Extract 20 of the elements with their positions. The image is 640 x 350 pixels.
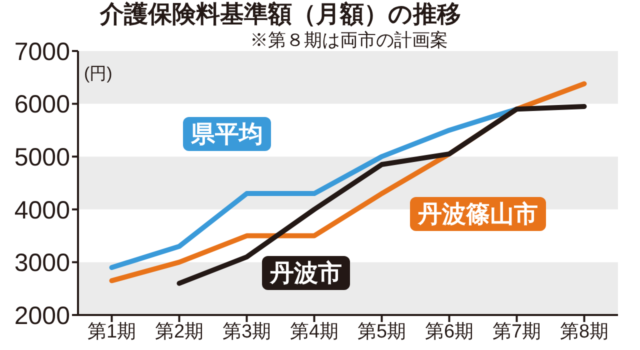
y-tick-label: 2000 — [14, 302, 70, 330]
y-tick-label: 7000 — [14, 38, 70, 66]
x-tick-label: 第4期 — [290, 321, 339, 342]
x-tick-label: 第7期 — [492, 321, 542, 342]
x-tick-label: 第6期 — [424, 321, 474, 342]
series-label: 丹波篠山市 — [410, 197, 546, 231]
chart-title: 介護保険料基準額（月額）の推移 — [100, 0, 461, 30]
y-axis-title: (円) — [84, 63, 112, 85]
series-label: 丹波市 — [262, 256, 350, 290]
x-tick-label: 第3期 — [222, 321, 272, 342]
series-label: 県平均 — [183, 117, 271, 151]
x-tick-label: 第1期 — [87, 321, 136, 342]
x-tick-label: 第2期 — [154, 321, 204, 342]
y-tick-label: 3000 — [14, 249, 70, 278]
y-tick-label: 4000 — [14, 196, 70, 224]
y-tick-label: 5000 — [14, 143, 70, 172]
x-tick-label: 第8期 — [560, 321, 609, 342]
chart-subtitle: ※第８期は両市の計画案 — [250, 30, 448, 52]
y-tick-label: 6000 — [14, 90, 70, 119]
x-tick-label: 第5期 — [357, 321, 406, 342]
